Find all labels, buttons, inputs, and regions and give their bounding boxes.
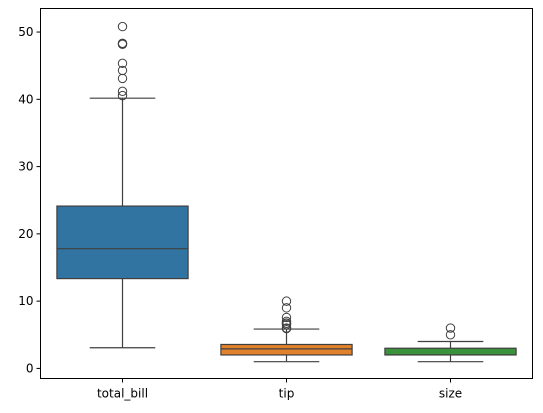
outlier-point [117,65,128,76]
box-iqr [384,347,517,356]
outlier-point [281,296,292,306]
box-tip [220,296,353,363]
outlier-point [445,323,456,333]
outlier-point [117,90,128,101]
outlier-point [281,312,292,323]
outlier-point [117,86,128,97]
box-iqr [56,205,189,280]
outlier-point [281,303,292,313]
outlier-point [117,21,128,32]
boxes-layer [56,21,517,363]
x-tick-label: size [439,387,462,401]
y-tick-label: 10 [18,294,33,308]
box-size [384,323,517,363]
plot-frame [40,8,533,379]
outlier-point [117,73,128,84]
y-tick-label: 20 [18,227,33,241]
outlier-point [281,316,292,327]
x-axis: total_bill tip size [97,378,462,401]
y-tick-label: 0 [26,361,34,375]
y-axis: 0 10 20 30 40 50 [18,25,41,375]
x-tick-label: total_bill [97,387,148,401]
box-total_bill [56,21,189,349]
outlier-point [445,330,456,340]
y-tick-label: 30 [18,160,33,174]
outlier-point [281,323,292,333]
y-tick-label: 50 [18,25,33,39]
x-tick-label: tip [279,387,295,401]
outlier-point [117,38,128,48]
y-tick-label: 40 [18,92,33,106]
outlier-point [117,58,128,69]
box-iqr [220,343,353,356]
